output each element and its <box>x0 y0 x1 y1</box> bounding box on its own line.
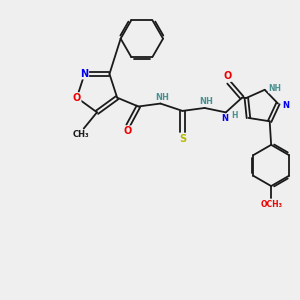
Text: NH: NH <box>199 97 213 106</box>
Text: NH: NH <box>268 84 281 93</box>
Text: N: N <box>80 69 88 79</box>
Text: N: N <box>283 101 290 110</box>
Text: O: O <box>124 126 132 136</box>
Text: O: O <box>223 71 231 82</box>
Text: CH₃: CH₃ <box>73 130 89 140</box>
Text: OCH₃: OCH₃ <box>260 200 282 209</box>
Text: N: N <box>221 114 228 123</box>
Text: O: O <box>73 93 81 103</box>
Text: S: S <box>179 134 186 144</box>
Text: NH: NH <box>155 93 169 102</box>
Text: H: H <box>231 111 237 120</box>
